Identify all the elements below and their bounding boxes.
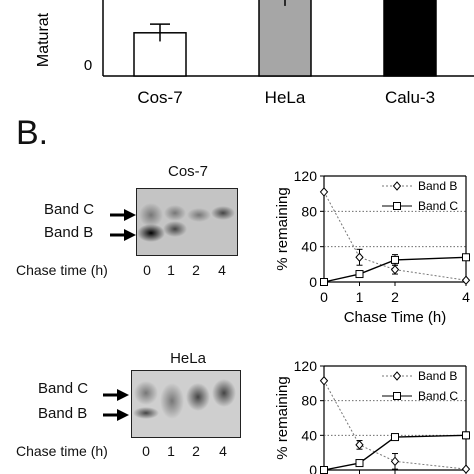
bar-category-label: Cos-7 xyxy=(137,88,182,107)
series-line xyxy=(323,256,467,283)
arrow-icon xyxy=(110,209,136,221)
legend-marker-square xyxy=(393,392,401,400)
lane-label: 0 xyxy=(142,443,150,459)
data-point-square xyxy=(355,459,364,468)
data-point-diamond xyxy=(461,464,471,474)
arrow-icon xyxy=(103,409,129,421)
panel-b-label: B. xyxy=(16,114,49,152)
band-c-label: Band C xyxy=(38,380,89,397)
legend-label: Band B xyxy=(418,369,457,383)
x-tick-label: 0 xyxy=(320,289,328,305)
line-chart-hela: 0 40 80 120% remaining Band B Band C xyxy=(274,358,471,474)
bar-chart-bars xyxy=(133,0,437,77)
bar-chart-category-labels: Cos-7 HeLa Calu-3 xyxy=(137,88,435,107)
y-tick-label: 80 xyxy=(301,393,317,409)
lane-label: 4 xyxy=(219,443,227,459)
data-point-square xyxy=(391,255,399,264)
x-tick-label: 1 xyxy=(356,289,364,305)
band-b-label: Band B xyxy=(38,405,88,422)
data-point-diamond xyxy=(461,275,471,285)
bar-category-label: HeLa xyxy=(265,88,306,107)
legend-label: Band B xyxy=(418,179,457,193)
bar xyxy=(383,0,437,77)
legend-label: Band C xyxy=(418,389,458,403)
lane-label: 2 xyxy=(192,443,200,459)
chase-time-label: Chase time (h) xyxy=(16,262,108,278)
bar-chart-panel-a: Maturat 0 Cos-7 HeLa Calu-3 xyxy=(35,0,474,107)
data-point-square xyxy=(320,278,328,286)
y-tick-label: 0 xyxy=(309,462,317,474)
data-point-square xyxy=(462,253,470,262)
legend-marker-square xyxy=(393,202,401,210)
arrow-icon xyxy=(103,389,129,401)
arrow-icon xyxy=(110,229,136,241)
lane-label: 4 xyxy=(218,262,226,278)
western-blot-hela xyxy=(131,370,241,438)
bar xyxy=(258,0,312,77)
data-point-square xyxy=(320,466,328,474)
data-point-diamond xyxy=(355,252,364,263)
legend-marker-diamond xyxy=(392,371,402,381)
x-tick-label: 4 xyxy=(462,289,470,305)
y-tick-label: 120 xyxy=(294,168,318,184)
y-axis-label: % remaining xyxy=(274,376,291,459)
lane-label: 2 xyxy=(192,262,200,278)
data-point-diamond xyxy=(390,456,400,467)
blot-title-cos7: Cos-7 xyxy=(167,163,208,180)
series-line xyxy=(323,191,467,281)
y-tick-label: 40 xyxy=(301,427,317,443)
y-axis-label: % remaining xyxy=(274,187,291,270)
data-point-diamond xyxy=(390,264,400,275)
y-tick-label: 0 xyxy=(309,274,317,290)
data-point-diamond xyxy=(355,440,364,450)
band-c-label: Band C xyxy=(44,201,95,218)
bar-category-label: Calu-3 xyxy=(385,88,435,107)
series-line xyxy=(323,380,467,470)
lane-label: 0 xyxy=(143,262,151,278)
y-tick-label: 80 xyxy=(301,203,317,219)
line-chart-cos7: 0 40 80 120 0 1 2 4 % remaining Chase Time (h) Ban… xyxy=(274,168,471,326)
lane-label: 1 xyxy=(167,443,175,459)
lane-label: 1 xyxy=(167,262,175,278)
series-line xyxy=(323,434,467,471)
bar-chart-ytick-zero: 0 xyxy=(84,57,92,74)
data-point-diamond xyxy=(319,375,329,386)
western-blot-cos7 xyxy=(136,188,238,256)
legend-marker-diamond xyxy=(392,181,402,191)
data-point-square xyxy=(462,431,470,440)
y-tick-label: 40 xyxy=(301,239,317,255)
bar-chart-ylabel: Maturat xyxy=(35,12,52,67)
band-b-label: Band B xyxy=(44,224,94,241)
x-tick-label: 2 xyxy=(391,289,399,305)
data-point-square xyxy=(391,433,399,442)
data-point-diamond xyxy=(319,187,329,197)
chase-time-label: Chase time (h) xyxy=(16,443,108,459)
y-tick-label: 120 xyxy=(294,358,318,374)
blot-title-hela: HeLa xyxy=(170,350,206,367)
x-axis-label: Chase Time (h) xyxy=(344,309,447,326)
data-point-square xyxy=(355,270,364,279)
legend-label: Band C xyxy=(418,199,458,213)
